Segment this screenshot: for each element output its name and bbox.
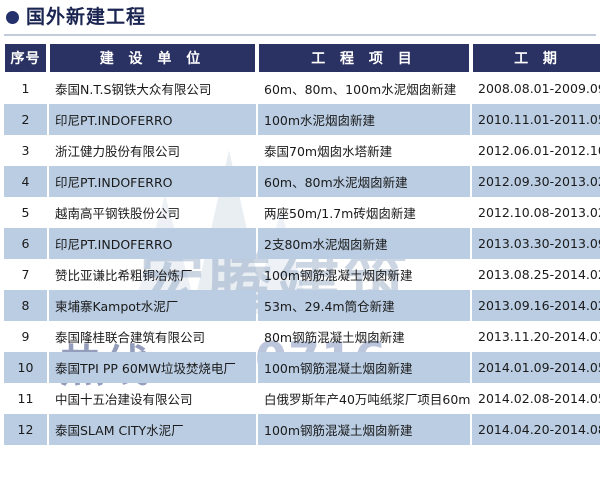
cell-unit: 印尼PT.INDOFERRO [49, 166, 256, 197]
cell-project: 泰国70m烟囱水塔新建 [264, 144, 393, 159]
table-header-row: 序号 建 设 单 位 工 程 项 目 工 期 [4, 43, 600, 73]
cell-period: 2012.06.01-2012.10.30 [478, 143, 600, 158]
table-row[interactable]: 9 泰国隆桂联合建筑有限公司 80m钢筋混凝土烟囱新建 2013.11.20-2014… [4, 321, 600, 352]
table-row[interactable]: 4 印尼PT.INDOFERRO 60m、80m水泥烟囱新建 2012.09.30-2… [4, 166, 600, 197]
cell-no: 2 [4, 104, 47, 135]
page-title-bar: 国外新建工程 [0, 0, 600, 32]
table-row[interactable]: 8 柬埔寨Kampot水泥厂 53m、29.4m筒仓新建 2013.09.16-201… [4, 290, 600, 321]
cell-unit: 赞比亚谦比希粗铜冶炼厂 [55, 268, 193, 283]
cell-no: 8 [4, 290, 47, 321]
cell-project: 两座50m/1.7m砖烟囱新建 [264, 206, 416, 221]
table-row[interactable]: 11 中国十五冶建设有限公司 白俄罗斯年产40万吨纸浆厂项目60m烟囱新建 2014.… [4, 383, 600, 414]
projects-table: 序号 建 设 单 位 工 程 项 目 工 期 1 泰国N.T.S钢铁大众有限公司 6… [2, 43, 600, 445]
cell-unit: 泰国SLAM CITY水泥厂 [49, 414, 256, 445]
cell-project: 100m钢筋混凝土烟囱新建 [264, 268, 413, 283]
column-header-period[interactable]: 工 期 [472, 43, 600, 73]
cell-unit: 中国十五冶建设有限公司 [55, 392, 193, 407]
cell-no: 10 [4, 352, 47, 383]
page-title: 国外新建工程 [26, 5, 147, 28]
table-row[interactable]: 12 泰国SLAM CITY水泥厂 100m钢筋混凝土烟囱新建 2014.04.20-… [4, 414, 600, 445]
cell-period: 2012.09.30-2013.02.20 [472, 166, 600, 197]
cell-period: 2008.08.01-2009.09.10 [478, 81, 600, 96]
table-row[interactable]: 5 越南高平钢铁股份公司 两座50m/1.7m砖烟囱新建 2012.10.08-201… [4, 197, 600, 228]
cell-unit: 浙江健力股份有限公司 [55, 144, 181, 159]
title-divider [4, 34, 596, 36]
cell-no: 9 [21, 329, 30, 344]
cell-unit: 越南高平钢铁股份公司 [55, 206, 181, 221]
table-row[interactable]: 3 浙江健力股份有限公司 泰国70m烟囱水塔新建 2012.06.01-2012.10… [4, 135, 600, 166]
table-row[interactable]: 10 泰国TPI PP 60MW垃圾焚烧电厂 100m钢筋混凝土烟囱新建 2014.0… [4, 352, 600, 383]
cell-period: 2012.10.08-2013.02.19 [478, 205, 600, 220]
cell-period: 2014.02.08-2014.05.28 [478, 391, 600, 406]
cell-period: 2013.03.30-2013.09.30 [472, 228, 600, 259]
cell-project: 100m钢筋混凝土烟囱新建 [258, 414, 470, 445]
column-header-no[interactable]: 序号 [4, 43, 47, 73]
cell-no: 1 [21, 81, 30, 96]
cell-project: 60m、80m、100m水泥烟囱新建 [264, 82, 457, 97]
cell-period: 2010.11.01-2011.05.20 [472, 104, 600, 135]
cell-unit: 泰国TPI PP 60MW垃圾焚烧电厂 [49, 352, 256, 383]
table-row[interactable]: 2 印尼PT.INDOFERRO 100m水泥烟囱新建 2010.11.01-2011… [4, 104, 600, 135]
cell-project: 100m水泥烟囱新建 [258, 104, 470, 135]
cell-no: 5 [21, 205, 30, 220]
cell-period: 2013.08.25-2014.02.05 [478, 267, 600, 282]
column-header-unit[interactable]: 建 设 单 位 [49, 43, 256, 73]
cell-unit: 印尼PT.INDOFERRO [49, 104, 256, 135]
cell-unit: 泰国隆桂联合建筑有限公司 [55, 330, 206, 345]
cell-period: 2013.11.20-2014.03.20 [478, 329, 600, 344]
cell-no: 11 [17, 391, 34, 406]
cell-project: 白俄罗斯年产40万吨纸浆厂项目60m烟囱新建 [264, 392, 470, 407]
table-row[interactable]: 6 印尼PT.INDOFERRO 2支80m水泥烟囱新建 2013.03.30-201… [4, 228, 600, 259]
cell-no: 7 [21, 267, 30, 282]
cell-period: 2014.04.20-2014.08.10 [472, 414, 600, 445]
column-header-project[interactable]: 工 程 项 目 [258, 43, 470, 73]
cell-project: 53m、29.4m筒仓新建 [258, 290, 470, 321]
cell-period: 2013.09.16-2014.02.15 [472, 290, 600, 321]
bullet-dot-icon [6, 10, 19, 24]
cell-project: 60m、80m水泥烟囱新建 [258, 166, 470, 197]
cell-no: 4 [4, 166, 47, 197]
cell-no: 3 [21, 143, 30, 158]
cell-unit: 柬埔寨Kampot水泥厂 [49, 290, 256, 321]
cell-project: 100m钢筋混凝土烟囱新建 [258, 352, 470, 383]
cell-unit: 印尼PT.INDOFERRO [49, 228, 256, 259]
cell-project: 80m钢筋混凝土烟囱新建 [264, 330, 405, 345]
cell-no: 6 [4, 228, 47, 259]
cell-no: 12 [4, 414, 47, 445]
cell-period: 2014.01.09-2014.05.08 [472, 352, 600, 383]
table-row[interactable]: 7 赞比亚谦比希粗铜冶炼厂 100m钢筋混凝土烟囱新建 2013.08.25-2014… [4, 259, 600, 290]
cell-unit: 泰国N.T.S钢铁大众有限公司 [55, 82, 212, 97]
cell-project: 2支80m水泥烟囱新建 [258, 228, 470, 259]
table-row[interactable]: 1 泰国N.T.S钢铁大众有限公司 60m、80m、100m水泥烟囱新建 2008.0… [4, 73, 600, 104]
